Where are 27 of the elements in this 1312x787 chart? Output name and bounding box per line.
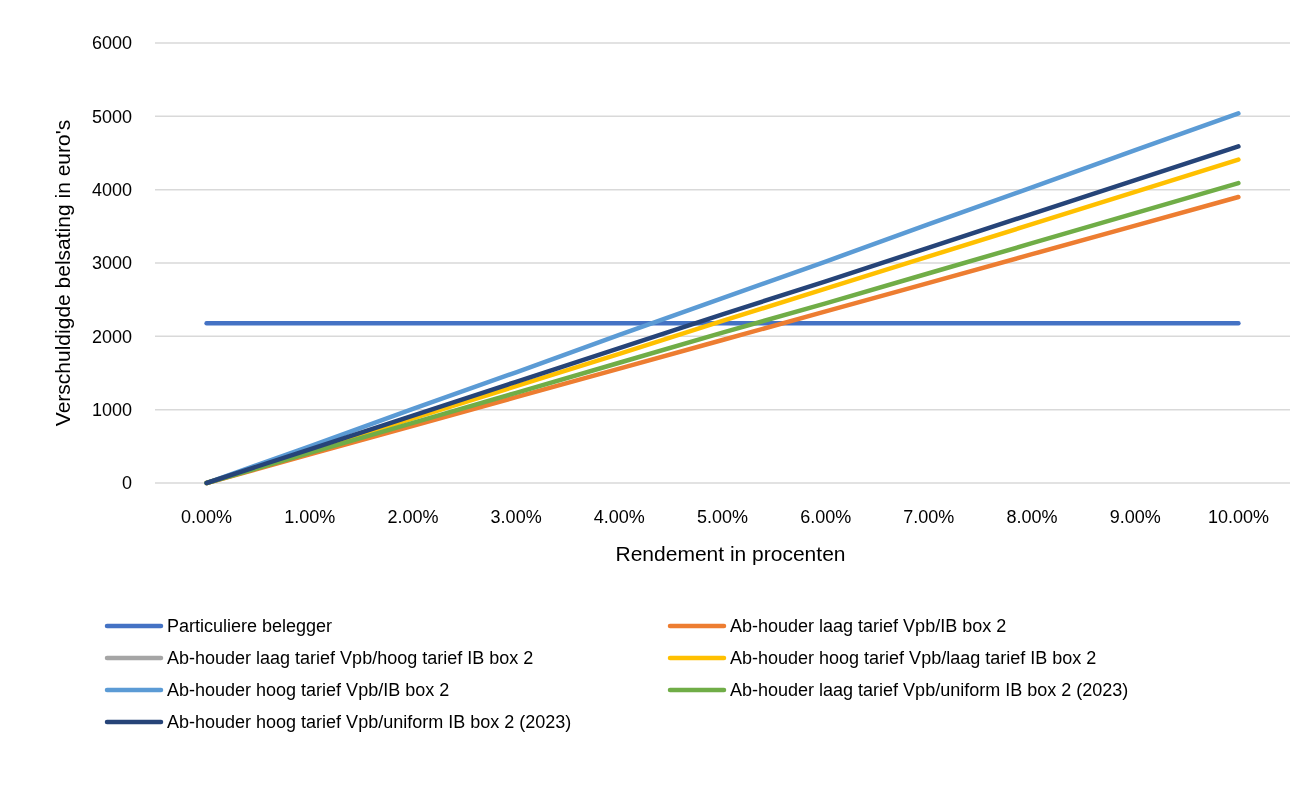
y-tick-label: 6000 [91,33,132,54]
legend-label: Ab-houder hoog tarief Vpb/laag tarief IB box 2 [730,648,1097,669]
y-tick-label: 4000 [91,179,132,200]
x-tick-label: 1.00% [284,507,336,527]
y-tick-label: 2000 [91,326,132,347]
y-tick-label: 1000 [91,399,132,420]
x-tick-label: 8.00% [1006,507,1058,527]
x-axis-title: Rendement in procenten [615,542,846,565]
x-tick-label: 0.00% [181,507,233,527]
legend-label: Ab-houder laag tarief Vpb/IB box 2 [730,616,1007,637]
x-tick-label: 6.00% [800,507,852,527]
x-tick-label: 10.00% [1207,507,1269,527]
x-tick-label: 4.00% [593,507,645,527]
legend-label: Ab-houder hoog tarief Vpb/uniform IB box 2 (2023) [167,712,572,733]
legend-label: Particuliere belegger [167,616,333,637]
legend-label: Ab-houder laag tarief Vpb/hoog tarief IB box 2 [167,648,534,669]
x-tick-label: 5.00% [696,507,749,527]
legend-label: Ab-houder hoog tarief Vpb/IB box 2 [167,680,450,701]
x-tick-label: 3.00% [490,507,542,527]
y-tick-label: 3000 [91,253,132,274]
x-tick-label: 7.00% [903,507,955,527]
x-tick-label: 2.00% [387,507,439,527]
y-axis-title: Verschuldigde belsating in euro's [51,119,74,427]
y-tick-label: 0 [121,473,132,494]
x-tick-label: 9.00% [1109,507,1161,527]
legend-label: Ab-houder laag tarief Vpb/uniform IB box 2 (2023) [730,680,1129,701]
y-tick-label: 5000 [91,106,132,127]
